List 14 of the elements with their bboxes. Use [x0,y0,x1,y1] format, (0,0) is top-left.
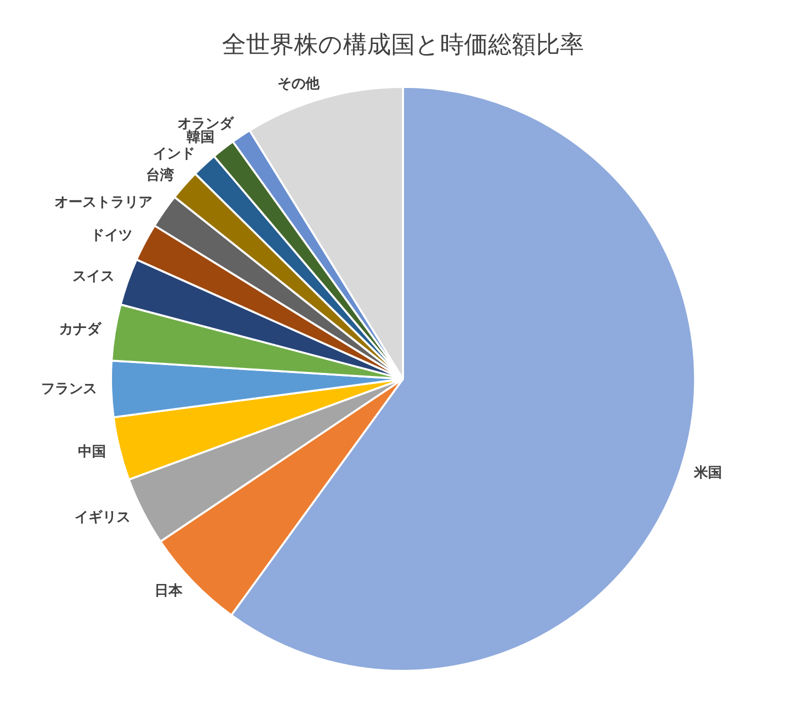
slice-label: ドイツ [90,227,133,244]
slice-label: カナダ [58,322,102,338]
slice-label: 韓国 [186,129,215,146]
slice-label: イギリス [74,509,130,526]
slice-label: その他 [277,76,320,92]
slice-label: 中国 [78,444,106,460]
slice-label: フランス [41,381,98,398]
chart-title: 全世界株の構成国と時価総額比率 [222,30,584,59]
slice-label: インド [152,146,195,162]
slice-label: 日本 [154,582,184,599]
slice-label: スイス [72,268,114,285]
slice-label: オーストラリア [54,194,153,211]
slice-label: 台湾 [146,166,174,184]
slice-label: 米国 [693,465,722,482]
